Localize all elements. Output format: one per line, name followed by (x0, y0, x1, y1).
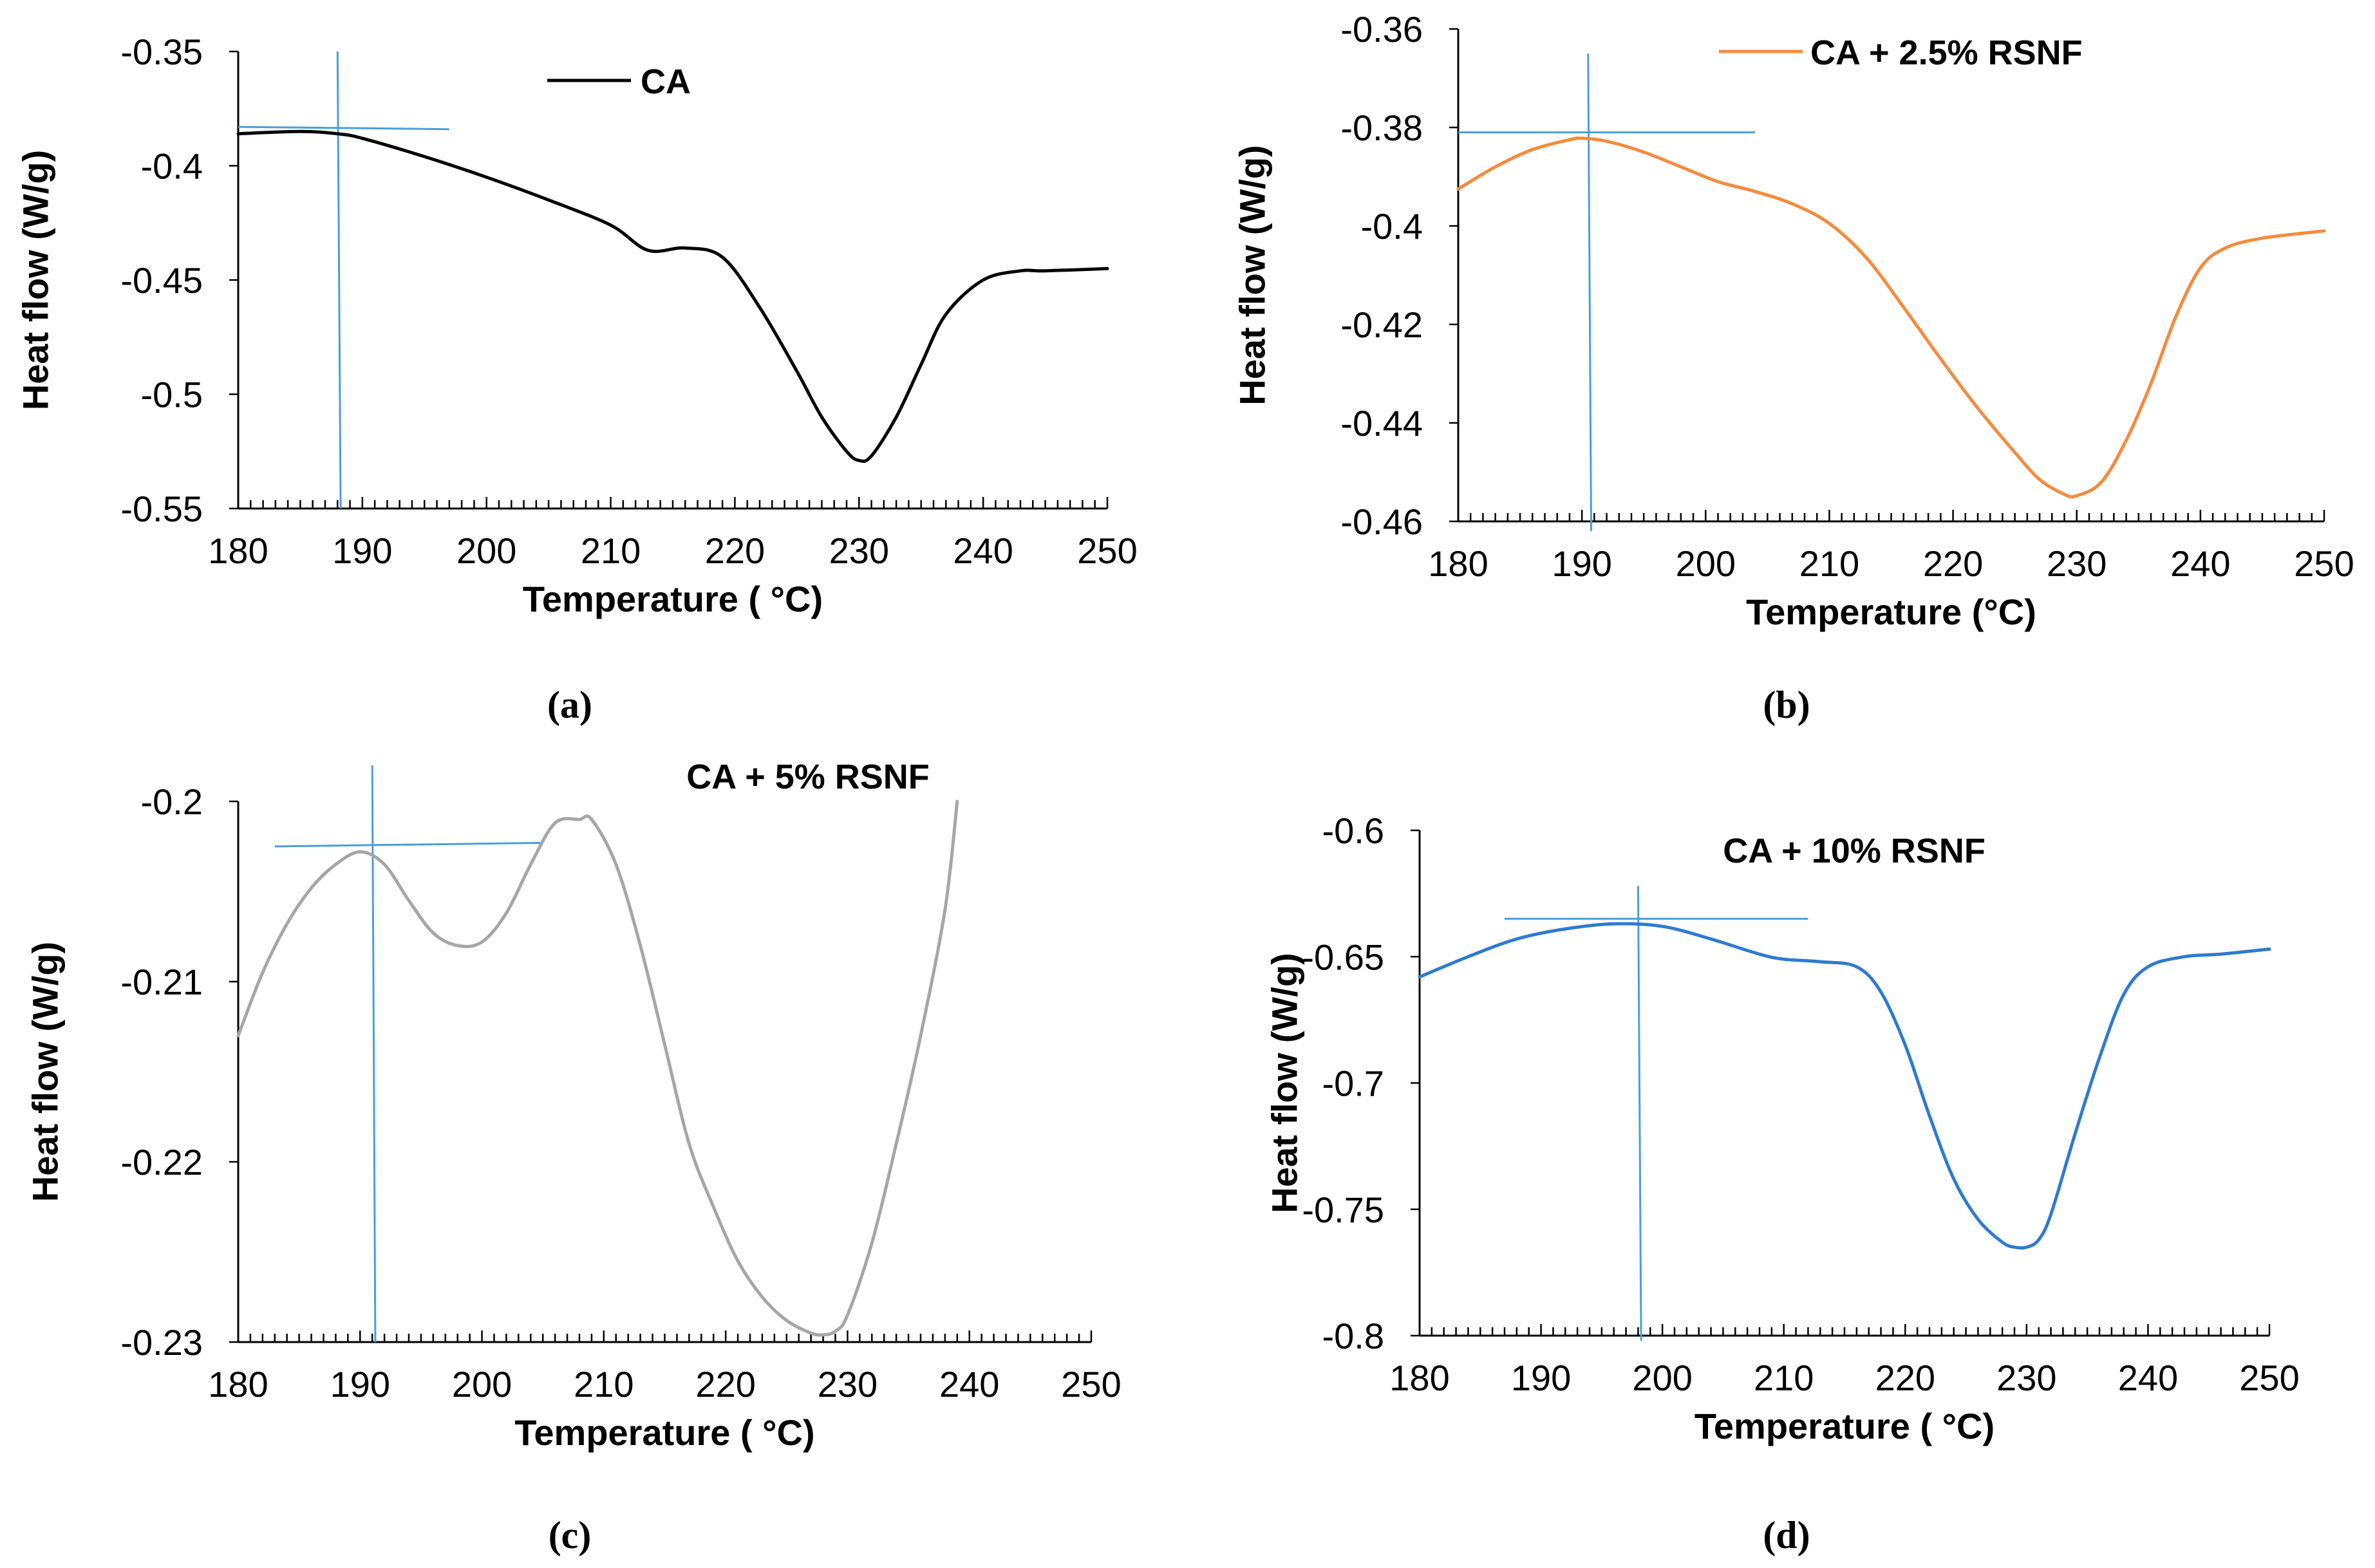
vertical-marker-line (1637, 886, 1642, 1341)
y-tick-label: -0.22 (120, 1142, 203, 1182)
x-tick-label: 220 (1875, 1358, 1935, 1398)
y-tick-label: -0.38 (1340, 107, 1423, 148)
series-line (236, 129, 1109, 463)
x-tick-label: 250 (1061, 1364, 1121, 1405)
y-tick-label: -0.75 (1302, 1190, 1384, 1230)
y-tick-label: -0.21 (120, 962, 203, 1002)
x-tick-label: 230 (829, 530, 889, 571)
panel-caption: (d) (1763, 1514, 1810, 1556)
y-tick-label: -0.5 (141, 375, 203, 415)
vertical-marker-line (336, 51, 342, 509)
x-tick-label: 210 (1754, 1358, 1814, 1398)
x-tick-label: 240 (939, 1364, 999, 1405)
y-axis-label: Heat flow (W/g) (1232, 145, 1273, 405)
x-tick-label: 200 (1632, 1358, 1692, 1398)
y-tick-label: -0.55 (120, 489, 203, 529)
x-tick-label: 200 (1676, 543, 1736, 584)
x-axis-label: Temperature (°C) (1746, 592, 2036, 632)
series-line (236, 799, 959, 1337)
x-tick-label: 210 (1799, 543, 1859, 584)
x-tick-label: 180 (1428, 543, 1488, 584)
vertical-marker-line (1587, 53, 1593, 532)
y-axis-label: Heat flow (W/g) (1264, 953, 1305, 1213)
x-tick-label: 250 (2239, 1358, 2299, 1398)
x-tick-label: 230 (1996, 1358, 2056, 1398)
y-tick-label: -0.23 (120, 1322, 203, 1363)
y-tick-label: -0.2 (141, 781, 203, 822)
x-tick-label: 190 (1511, 1358, 1571, 1398)
y-tick-label: -0.65 (1302, 937, 1384, 977)
x-tick-label: 230 (818, 1364, 878, 1405)
x-tick-label: 190 (1552, 543, 1611, 584)
y-axis-label: Heat flow (W/g) (25, 942, 66, 1202)
series-line (1418, 922, 2271, 1250)
x-tick-label: 180 (208, 530, 268, 571)
x-tick-label: 180 (1389, 1358, 1449, 1398)
x-tick-label: 210 (581, 530, 641, 571)
x-axis-label: Temperature ( °C) (523, 579, 823, 619)
y-tick-label: -0.44 (1340, 403, 1423, 443)
y-tick-label: -0.45 (120, 260, 203, 301)
y-tick-label: -0.36 (1340, 9, 1423, 50)
legend-label: CA + 2.5% RSNF (1810, 33, 2083, 72)
x-tick-label: 220 (695, 1364, 755, 1405)
legend-label: CA (641, 62, 691, 101)
series-line (1456, 136, 2326, 499)
y-tick-label: -0.4 (1361, 206, 1423, 247)
x-tick-label: 200 (456, 530, 516, 571)
panel-caption: (a) (547, 684, 592, 726)
horizontal-marker-line (274, 841, 543, 848)
y-axis-label: Heat flow (W/g) (15, 150, 56, 410)
x-axis-label: Temperature ( °C) (514, 1412, 814, 1453)
vertical-marker-line (371, 765, 377, 1343)
y-tick-label: -0.6 (1322, 810, 1385, 851)
x-tick-label: 240 (953, 530, 1013, 571)
y-tick-label: -0.4 (141, 146, 203, 187)
x-tick-label: 190 (332, 530, 392, 571)
panel-caption: (b) (1763, 684, 1810, 726)
x-tick-label: 220 (705, 530, 765, 571)
y-tick-label: -0.35 (120, 32, 203, 72)
y-tick-label: -0.46 (1340, 501, 1423, 542)
x-tick-label: 250 (1077, 530, 1137, 571)
x-tick-label: 180 (208, 1364, 268, 1405)
y-tick-label: -0.8 (1322, 1316, 1385, 1356)
x-tick-label: 240 (2118, 1358, 2178, 1398)
x-tick-label: 190 (330, 1364, 390, 1405)
legend-label: CA + 5% RSNF (686, 758, 930, 796)
legend-label: CA + 10% RSNF (1723, 832, 1985, 870)
x-tick-label: 200 (452, 1364, 512, 1405)
x-tick-label: 240 (2170, 543, 2230, 584)
y-tick-label: -0.42 (1340, 304, 1423, 345)
y-tick-label: -0.7 (1322, 1063, 1385, 1104)
x-tick-label: 250 (2294, 543, 2354, 584)
x-tick-label: 220 (1923, 543, 1983, 584)
x-tick-label: 230 (2047, 543, 2107, 584)
x-axis-label: Temperature ( °C) (1694, 1406, 1995, 1446)
horizontal-marker-line (238, 126, 449, 131)
x-tick-label: 210 (574, 1364, 634, 1405)
panel-caption: (c) (549, 1514, 592, 1556)
